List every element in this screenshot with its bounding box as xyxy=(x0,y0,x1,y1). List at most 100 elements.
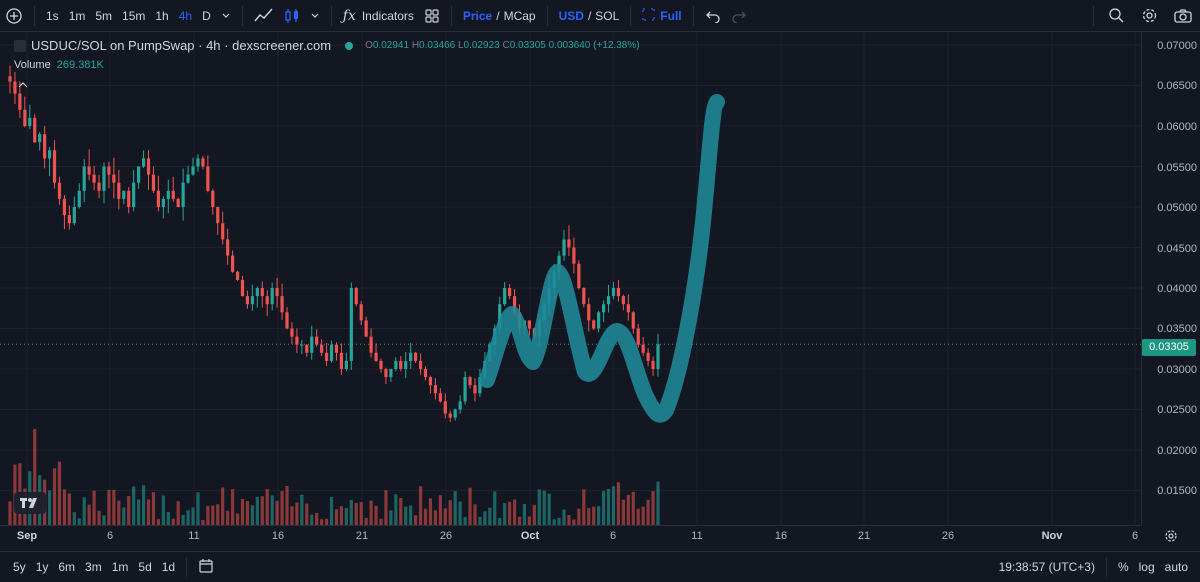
collapse-volume-chevron-icon[interactable] xyxy=(18,78,28,92)
divider xyxy=(1093,5,1094,26)
time-label: Nov xyxy=(1041,530,1063,542)
log-toggle[interactable]: log xyxy=(1138,560,1155,574)
tradingview-logo[interactable] xyxy=(14,492,46,514)
open-value: 0.02941 xyxy=(372,40,410,51)
candle-body xyxy=(587,304,591,321)
volume-bar xyxy=(310,514,314,525)
chart-pane[interactable] xyxy=(0,32,1141,525)
usd-option[interactable]: USD xyxy=(558,8,584,23)
layout-grid-icon[interactable] xyxy=(419,0,445,31)
clock-timezone[interactable]: 19:38:57 (UTC+3) xyxy=(998,560,1095,574)
volume-bar xyxy=(320,519,324,525)
candle-body xyxy=(315,336,319,345)
collapse-legend-icon[interactable] xyxy=(14,39,26,52)
candle-body xyxy=(67,215,71,224)
range-1y[interactable]: 1y xyxy=(35,560,49,574)
volume-bar xyxy=(418,486,423,525)
interval-1m[interactable]: 1m xyxy=(68,8,86,23)
candle-body xyxy=(181,182,185,207)
volume-bar xyxy=(349,500,353,525)
volume-bar xyxy=(87,504,91,525)
volume-bar xyxy=(107,489,111,525)
range-1m[interactable]: 1m xyxy=(111,560,129,574)
interval-1s[interactable]: 1s xyxy=(46,8,59,23)
volume-bar xyxy=(488,507,492,525)
candle-body xyxy=(418,360,423,369)
range-6m[interactable]: 6m xyxy=(58,560,76,574)
settings-gear-icon[interactable] xyxy=(1133,0,1166,31)
range-1d[interactable]: 1d xyxy=(161,560,176,574)
candlestick-chart[interactable] xyxy=(0,32,1141,525)
sol-option[interactable]: SOL xyxy=(595,8,620,23)
range-5d[interactable]: 5d xyxy=(138,560,152,574)
volume-bar xyxy=(646,499,650,525)
percent-toggle[interactable]: % xyxy=(1117,560,1129,574)
interval-15m[interactable]: 15m xyxy=(122,8,146,23)
date-range-calendar-icon[interactable] xyxy=(193,558,219,577)
candle-body xyxy=(87,166,91,175)
price-label: 0.04500 xyxy=(1157,243,1197,255)
chart-type-chevron-icon[interactable] xyxy=(305,0,325,31)
volume-bar xyxy=(517,516,522,525)
volume-bar xyxy=(611,486,616,525)
volume-bar xyxy=(334,509,339,525)
candle-body xyxy=(62,198,67,216)
time-axis[interactable]: Sep 6 11 16 21 26 Oct 6 11 16 21 26 Nov … xyxy=(0,525,1141,548)
price-scale-settings-icon[interactable] xyxy=(1164,529,1178,546)
mcap-option[interactable]: MCap xyxy=(503,8,536,23)
redo-icon[interactable] xyxy=(726,0,752,31)
interval-dropdown-chevron-icon[interactable] xyxy=(216,0,236,31)
volume-legend: Volume 269.381K xyxy=(14,59,104,71)
candle-body xyxy=(512,296,517,313)
range-3m[interactable]: 3m xyxy=(85,560,102,574)
volume-bar xyxy=(374,505,378,525)
price-option[interactable]: Price xyxy=(462,8,493,23)
add-symbol-icon[interactable] xyxy=(0,0,28,31)
candle-body xyxy=(240,279,245,297)
time-label: 16 xyxy=(774,530,788,542)
price-label: 0.02500 xyxy=(1157,404,1197,416)
candles-chart-icon[interactable] xyxy=(279,0,305,31)
volume-bar xyxy=(196,492,200,525)
volume-bar xyxy=(453,491,457,525)
volume-bar xyxy=(473,504,477,525)
line-chart-icon[interactable] xyxy=(249,0,279,31)
candle-body xyxy=(646,352,650,361)
range-5y[interactable]: 5y xyxy=(13,560,26,574)
interval-4h[interactable]: 4h xyxy=(178,8,193,23)
volume-bar xyxy=(394,494,398,525)
price-scale[interactable]: 0.07000 0.06500 0.06000 0.05500 0.05000 … xyxy=(1141,32,1200,525)
full-button[interactable]: Full xyxy=(637,0,686,31)
candle-body xyxy=(463,377,467,402)
interval-1h[interactable]: 1h xyxy=(155,8,169,23)
volume-bar xyxy=(156,519,160,525)
interval-5m[interactable]: 5m xyxy=(95,8,113,23)
time-label: 11 xyxy=(188,530,200,542)
candle-body xyxy=(399,360,403,369)
candle-body xyxy=(196,158,200,167)
undo-icon[interactable] xyxy=(700,0,726,31)
volume-bar xyxy=(52,468,57,525)
volume-bar xyxy=(57,461,62,525)
price-mcap-toggle[interactable]: Price / MCap xyxy=(458,0,541,31)
usd-sol-toggle[interactable]: USD / SOL xyxy=(554,0,625,31)
candle-body xyxy=(651,360,655,369)
volume-bar xyxy=(33,428,37,525)
candle-body xyxy=(557,255,561,272)
candle-body xyxy=(414,352,418,361)
interval-d[interactable]: D xyxy=(202,8,211,23)
time-label: Sep xyxy=(16,530,38,542)
auto-toggle[interactable]: auto xyxy=(1164,560,1188,574)
quick-search-icon[interactable] xyxy=(1100,0,1133,31)
candle-body xyxy=(423,369,428,378)
candle-body xyxy=(77,190,81,207)
indicators-button[interactable]: ƒx Indicators xyxy=(338,0,419,31)
volume-bar xyxy=(82,497,86,525)
candle-body xyxy=(433,385,438,394)
divider xyxy=(630,5,632,26)
camera-icon[interactable] xyxy=(1166,0,1200,31)
price-label: 0.02000 xyxy=(1157,445,1197,457)
volume-bar xyxy=(171,518,175,525)
candle-body xyxy=(226,239,230,256)
candle-body xyxy=(265,296,269,305)
